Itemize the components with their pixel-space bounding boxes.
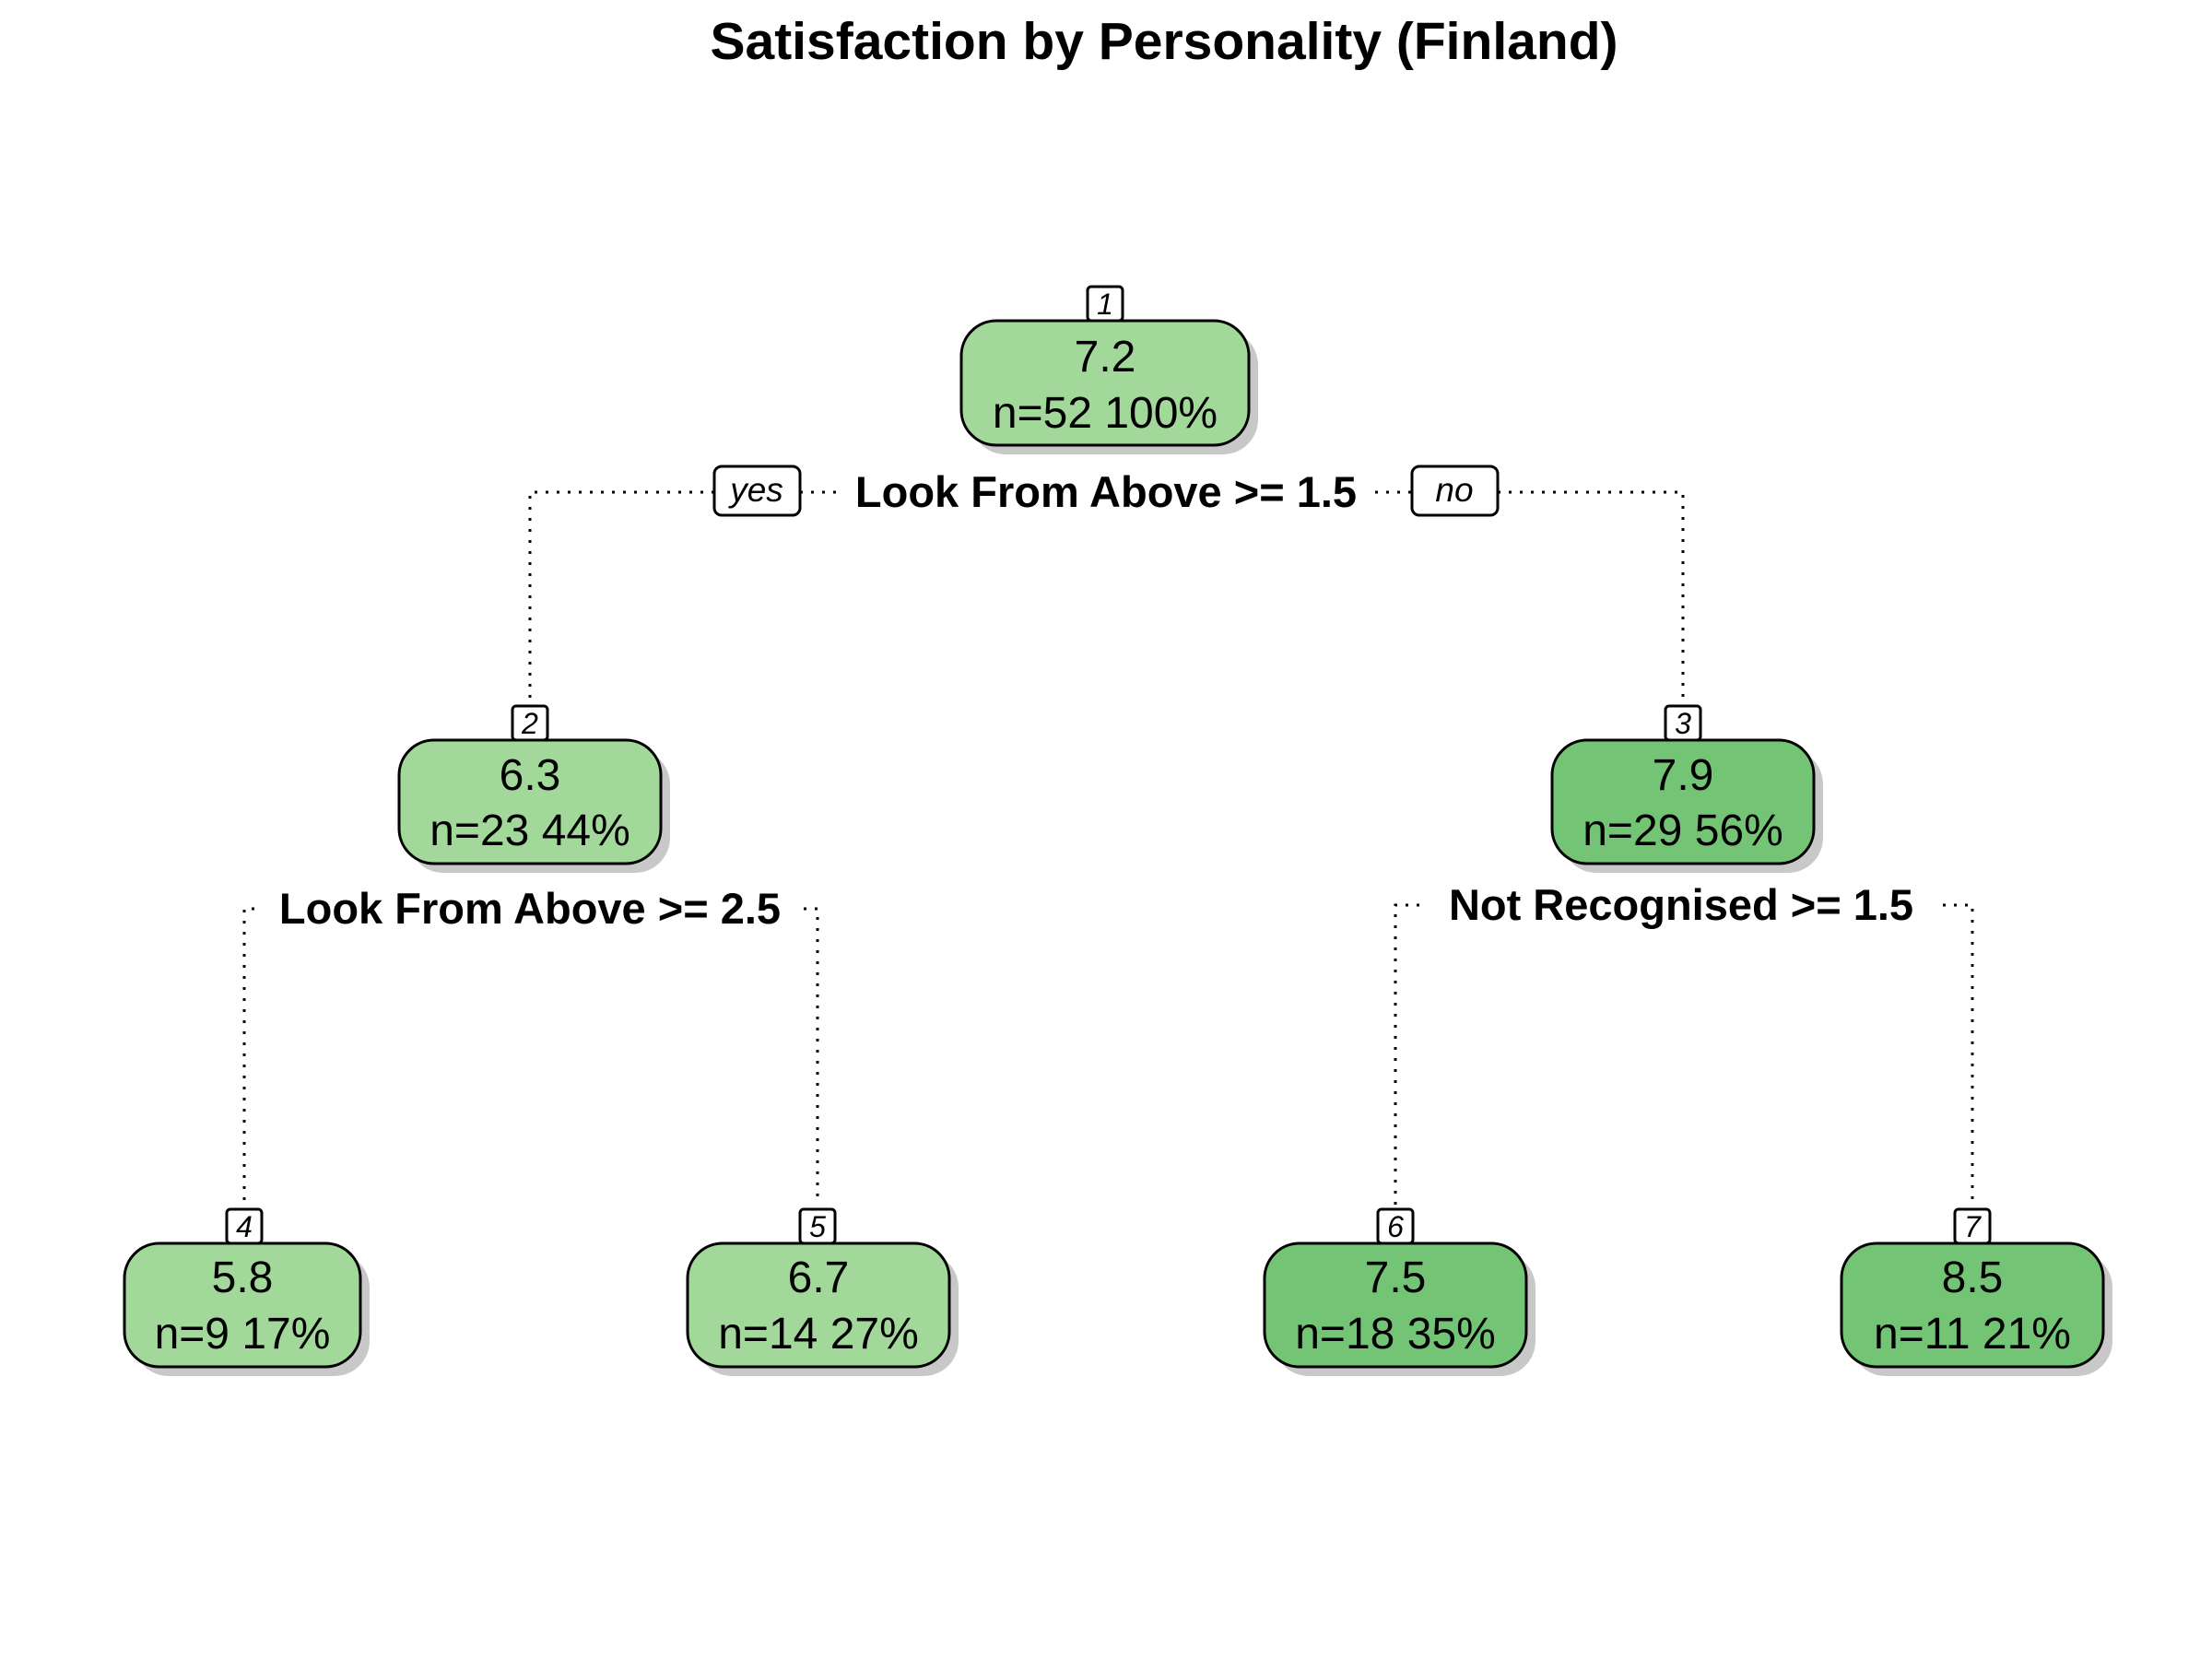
tree-node-7: 7 8.5 n=11 21%: [1840, 1207, 2112, 1376]
node-summary: n=23 44%: [429, 806, 630, 855]
node-summary: n=11 21%: [1874, 1310, 2071, 1359]
node-summary: n=29 56%: [1583, 806, 1783, 855]
node-number-tag: [511, 704, 549, 742]
node-number: 3: [1675, 707, 1691, 740]
node-value: 7.2: [1075, 333, 1136, 382]
node3-split-label: Not Recognised >= 1.5: [1449, 880, 1913, 929]
tree-node-2: 2 6.3 n=23 44%: [397, 704, 670, 873]
node-value: 5.8: [212, 1253, 274, 1302]
edge-3-7: [1943, 903, 1974, 1205]
node2-split-label: Look From Above >= 2.5: [279, 884, 781, 933]
tree-node-6: 6 7.5 n=18 35%: [1263, 1207, 1535, 1376]
node-number: 6: [1387, 1210, 1404, 1243]
yes-tag: [712, 465, 802, 517]
edge-2-5: [804, 907, 819, 1205]
node-number-tag: [1953, 1207, 1992, 1245]
node-number-tag: [1376, 1207, 1415, 1245]
node-summary: n=9 17%: [155, 1310, 331, 1359]
node-number: 4: [236, 1210, 253, 1243]
tree-node-4: 4 5.8 n=9 17%: [123, 1207, 370, 1376]
node-number-tag: [1086, 285, 1124, 323]
node-number: 1: [1097, 288, 1113, 321]
edge-3-6: [1394, 903, 1419, 1205]
node-number: 2: [521, 707, 538, 740]
node-number: 7: [1964, 1210, 1982, 1243]
tree-node-3: 3 7.9 n=29 56%: [1550, 704, 1823, 873]
node-number-tag: [1664, 704, 1702, 742]
no-tag: [1410, 465, 1500, 517]
edge-2-4: [242, 907, 254, 1205]
node-value: 6.7: [788, 1253, 850, 1302]
node-value: 7.5: [1365, 1253, 1427, 1302]
edge-1-2: [528, 490, 714, 702]
yes-label: yes: [727, 471, 783, 509]
node-summary: n=14 27%: [718, 1310, 919, 1359]
root-split-label: Look From Above >= 1.5: [855, 467, 1357, 516]
tree-node-1: 1 7.2 n=52 100%: [959, 285, 1258, 454]
node-value: 8.5: [1942, 1253, 2004, 1302]
no-label: no: [1435, 471, 1473, 509]
node-value: 6.3: [500, 751, 561, 800]
node-value: 7.9: [1653, 751, 1714, 800]
tree-node-5: 5 6.7 n=14 27%: [686, 1207, 959, 1376]
node-number: 5: [809, 1210, 826, 1243]
node-number-tag: [798, 1207, 837, 1245]
node-summary: n=52 100%: [993, 389, 1218, 438]
edge-1-3: [1498, 490, 1685, 702]
node-summary: n=18 35%: [1295, 1310, 1496, 1359]
chart-title: Satisfaction by Personality (Finland): [710, 12, 1618, 71]
node-number-tag: [225, 1207, 264, 1245]
